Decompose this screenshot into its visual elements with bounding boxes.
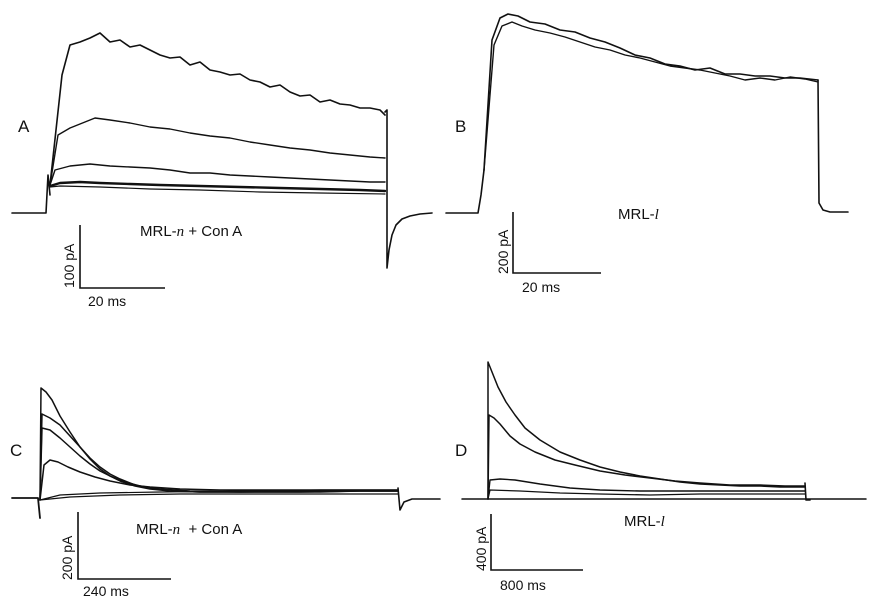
panel-a-trace-2 (49, 117, 386, 186)
panel-c-trace-2 (39, 413, 399, 501)
panel-a-scale-lines (79, 225, 165, 289)
panel-d-offset-step (804, 482, 811, 501)
panel-c-condition: MRL-n + Con A (136, 521, 242, 538)
panel-d-condition: MRL-l (624, 513, 665, 530)
panel-d-scale-current: 400 pA (473, 526, 489, 571)
panel-b-trace-2 (483, 21, 819, 171)
panel-d-trace-4 (487, 489, 806, 500)
panel-a-baseline (11, 174, 51, 214)
panel-b-letter: B (455, 117, 466, 136)
panel-a-scale-time: 20 ms (88, 293, 126, 309)
panel-d-letter: D (455, 441, 467, 460)
panel-c-scale-current: 200 pA (59, 535, 75, 580)
panel-a-traces (11, 32, 433, 269)
panel-b-condition: MRL-l (618, 206, 659, 223)
panel-a-trace-1 (49, 32, 386, 186)
panel-a-trace-5 (49, 185, 386, 195)
panel-d-scale-lines (490, 514, 583, 571)
panel-a-trace-3 (49, 163, 386, 186)
panel-b-offset-step (817, 79, 849, 213)
panel-b: B 200 pA 20 ms MRL-l (445, 13, 849, 295)
panel-a-scale-current: 100 pA (61, 243, 77, 288)
panel-a-condition: MRL-n + Con A (140, 223, 242, 240)
panel-b-scale-time: 20 ms (522, 279, 560, 295)
panel-c-trace-1 (39, 387, 399, 501)
panel-a-offset-step (384, 109, 433, 269)
panel-c-traces (11, 387, 441, 519)
panel-b-baseline (445, 169, 485, 214)
panel-d-scale-bar: 400 pA 800 ms (473, 514, 583, 593)
panel-a-letter: A (18, 117, 30, 136)
panel-c-offset-step (397, 487, 441, 511)
panel-b-scale-bar: 200 pA 20 ms (495, 212, 601, 295)
panel-b-trace-1 (483, 13, 819, 171)
panel-b-scale-current: 200 pA (495, 229, 511, 274)
panel-c-trace-6 (39, 493, 399, 501)
panel-c-scale-lines (77, 512, 171, 580)
panel-c-trace-5 (39, 489, 399, 501)
panel-d-trace-1 (487, 361, 806, 500)
panel-a-scale-bar: 100 pA 20 ms (61, 225, 165, 309)
panel-d-scale-time: 800 ms (500, 577, 546, 593)
panel-d-trace-2 (487, 414, 806, 500)
panel-d-traces (461, 361, 867, 501)
panel-b-traces (445, 13, 849, 214)
panel-d-trace-3 (487, 478, 806, 500)
panel-b-scale-lines (512, 212, 601, 274)
panel-c-baseline (11, 497, 41, 519)
panel-c-letter: C (10, 441, 22, 460)
panel-c-trace-4 (39, 459, 399, 501)
panel-d: D 400 pA 800 ms MRL-l (455, 361, 867, 593)
panel-c-trace-3 (39, 427, 399, 501)
panel-c-scale-bar: 200 pA 240 ms (59, 512, 171, 599)
panel-a: A 100 pA 20 ms MRL-n + Con A (11, 32, 433, 309)
panel-a-trace-4 (48, 180, 387, 193)
panel-c: C 200 pA 240 ms MRL-n + Con A (10, 387, 441, 599)
panel-c-scale-time: 240 ms (83, 583, 129, 599)
